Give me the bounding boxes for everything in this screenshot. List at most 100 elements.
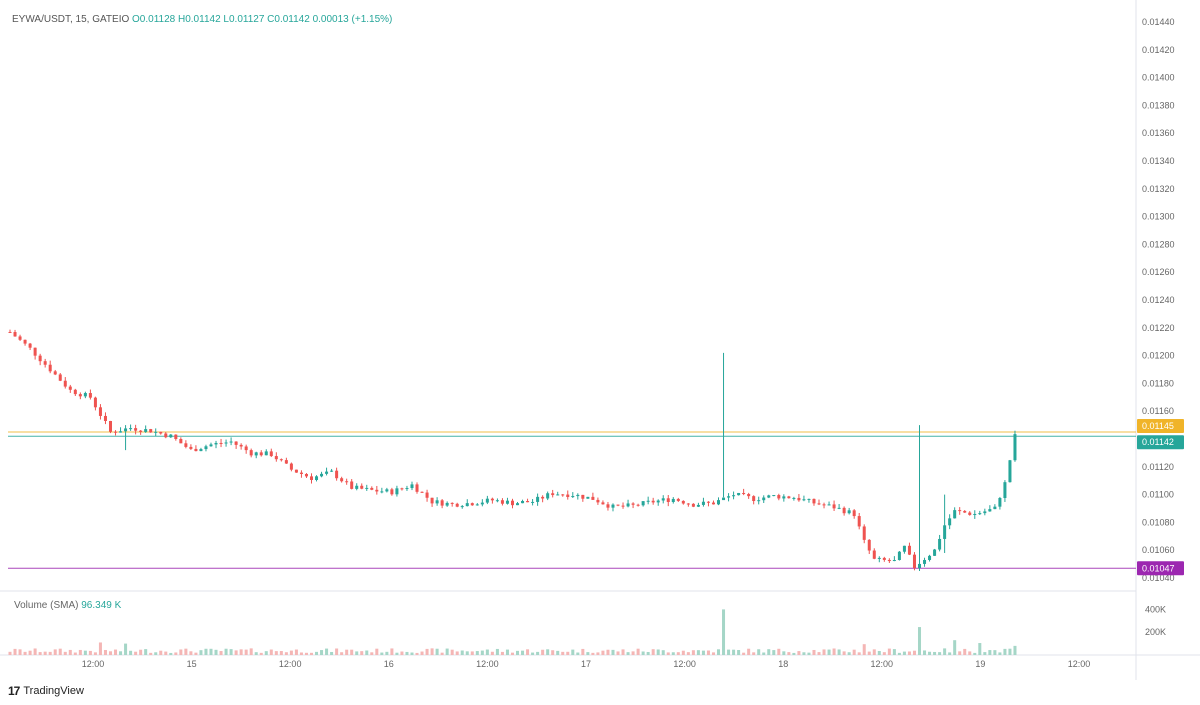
volume-bar	[757, 649, 761, 655]
candle-body	[611, 504, 615, 508]
candle-body	[857, 516, 861, 527]
tradingview-brand[interactable]: 17 TradingView	[8, 684, 84, 698]
volume-bar	[651, 649, 655, 655]
price-tick-label: 0.01080	[1142, 517, 1175, 527]
volume-bar	[13, 648, 17, 655]
volume-bar	[108, 651, 113, 655]
candle-body	[355, 485, 359, 489]
time-tick-label: 15	[187, 659, 197, 669]
volume-bar	[872, 649, 876, 655]
candle-body	[887, 559, 891, 562]
volume-bar	[978, 643, 982, 655]
volume-bar	[415, 652, 419, 655]
candle-body	[345, 481, 349, 483]
price-tick-label: 0.01240	[1142, 295, 1175, 305]
candle-body	[938, 538, 942, 550]
volume-bar	[1008, 648, 1012, 655]
volume-bar	[214, 649, 218, 655]
price-axis[interactable]: 0.01440 0.01420 0.01400 0.01380 0.01360 0.013…	[1142, 17, 1175, 583]
volume-label[interactable]: Volume (SMA)	[14, 600, 79, 611]
candle-body	[767, 495, 771, 498]
price-tick-label: 0.01120	[1142, 462, 1174, 472]
candle-body	[742, 492, 746, 495]
candle-body	[129, 428, 133, 430]
candle-body	[852, 510, 856, 517]
candle-body	[279, 459, 283, 461]
candle-body	[93, 397, 97, 408]
candle-body	[802, 499, 806, 501]
symbol-label[interactable]: EYWA/USDT, 15, GATEIO	[12, 14, 130, 25]
volume-bar	[345, 649, 349, 655]
candle-body	[747, 494, 751, 497]
candle-body	[571, 496, 575, 498]
candle-body	[440, 500, 444, 506]
candle-body	[591, 496, 595, 500]
candle-body	[495, 500, 499, 502]
volume-bar	[490, 651, 494, 655]
volume-bar	[63, 651, 67, 655]
time-tick-label: 16	[384, 659, 394, 669]
candle-body	[907, 545, 911, 555]
volume-bar	[159, 650, 163, 655]
candle-body	[264, 451, 268, 456]
price-tick-label: 0.01420	[1142, 45, 1175, 55]
price-tick-label: 0.01260	[1142, 267, 1175, 277]
candle-body	[606, 504, 610, 508]
volume-bar	[737, 650, 741, 655]
candle-body	[239, 444, 243, 447]
volume-bar	[772, 650, 776, 655]
volume-bar	[691, 650, 695, 655]
candle-body	[732, 495, 736, 497]
candle-body	[189, 446, 193, 449]
volume-bar	[882, 652, 886, 655]
candle-body	[696, 504, 700, 507]
volume-bar	[1013, 645, 1017, 655]
volume-bar	[83, 650, 87, 655]
candle-body	[259, 452, 263, 456]
volume-bar	[204, 648, 208, 655]
volume-bar	[320, 650, 324, 655]
volume-bar	[802, 652, 806, 655]
candle-body	[867, 539, 871, 551]
volume-bar	[279, 651, 283, 655]
volume-bar	[330, 651, 334, 655]
candle-body	[249, 450, 253, 456]
candle-body	[505, 500, 509, 504]
volume-bar	[742, 652, 746, 655]
brand-name: TradingView	[23, 685, 84, 697]
candle-body	[727, 496, 731, 498]
volume-bar	[375, 648, 379, 655]
volume-bar	[400, 651, 404, 655]
candle-body	[48, 364, 52, 372]
volume-bar	[33, 648, 37, 655]
volume-bar	[18, 649, 22, 655]
volume-bar	[988, 650, 992, 655]
volume-bar	[531, 652, 535, 655]
candle-body	[370, 487, 374, 490]
volume-bar	[244, 649, 248, 655]
volume-bar	[325, 648, 329, 655]
candle-body	[943, 525, 947, 539]
volume-bar	[58, 648, 62, 655]
candle-body	[18, 336, 22, 340]
volume-bar	[410, 652, 414, 655]
price-tick-label: 0.01200	[1142, 351, 1175, 361]
candle-body	[757, 500, 761, 502]
candle-body	[53, 371, 57, 375]
candle-body	[33, 347, 37, 356]
volume-bar	[154, 652, 158, 655]
candle-body	[516, 503, 520, 506]
candle-body	[1003, 482, 1007, 499]
candle-body	[269, 451, 273, 457]
candle-body	[465, 503, 469, 507]
price-tick-label: 0.01180	[1142, 378, 1174, 388]
candle-body	[978, 513, 982, 515]
volume-bar	[842, 651, 846, 655]
candle-body	[917, 563, 922, 569]
candle-body	[159, 431, 163, 434]
candle-body	[154, 431, 158, 433]
price-tick-label: 0.01040	[1142, 573, 1175, 583]
time-axis[interactable]: 12:00 15 12:00 16 12:00 17 12:00 18 12:00 19 12:00	[82, 659, 1091, 669]
